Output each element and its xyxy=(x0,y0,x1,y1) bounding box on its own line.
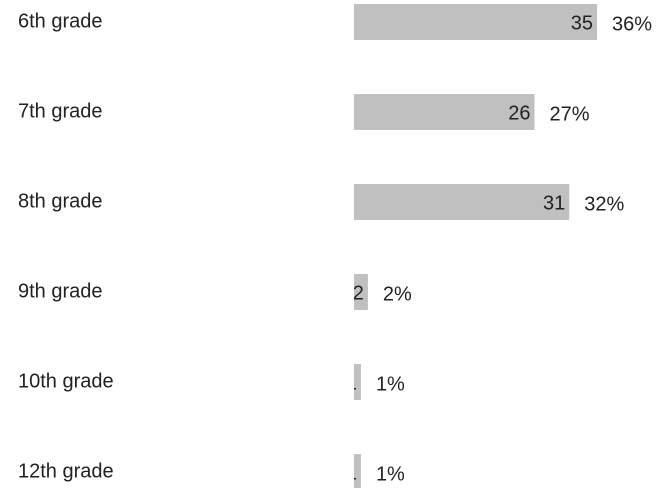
bar xyxy=(354,4,597,40)
category-label: 7th grade xyxy=(18,100,103,122)
bar xyxy=(354,364,361,400)
category-label: 12th grade xyxy=(18,460,114,482)
category-label: 8th grade xyxy=(18,190,103,212)
category-label: 6th grade xyxy=(18,10,103,32)
percent-label: 27% xyxy=(550,103,590,125)
bar xyxy=(354,454,361,488)
bar xyxy=(354,274,368,310)
bar xyxy=(354,184,570,220)
value-label: 2 xyxy=(353,282,364,304)
percent-label: 1% xyxy=(376,373,405,395)
value-label: 26 xyxy=(508,102,530,124)
category-label: 9th grade xyxy=(18,280,103,302)
percent-label: 32% xyxy=(584,193,624,215)
value-label: 31 xyxy=(543,192,565,214)
value-label: 1 xyxy=(346,462,357,484)
value-label: 35 xyxy=(571,12,593,34)
category-label: 10th grade xyxy=(18,370,114,392)
value-label: 1 xyxy=(346,372,357,394)
percent-label: 1% xyxy=(376,463,405,485)
percent-label: 36% xyxy=(612,13,652,35)
bar xyxy=(354,94,535,130)
percent-label: 2% xyxy=(383,283,412,305)
